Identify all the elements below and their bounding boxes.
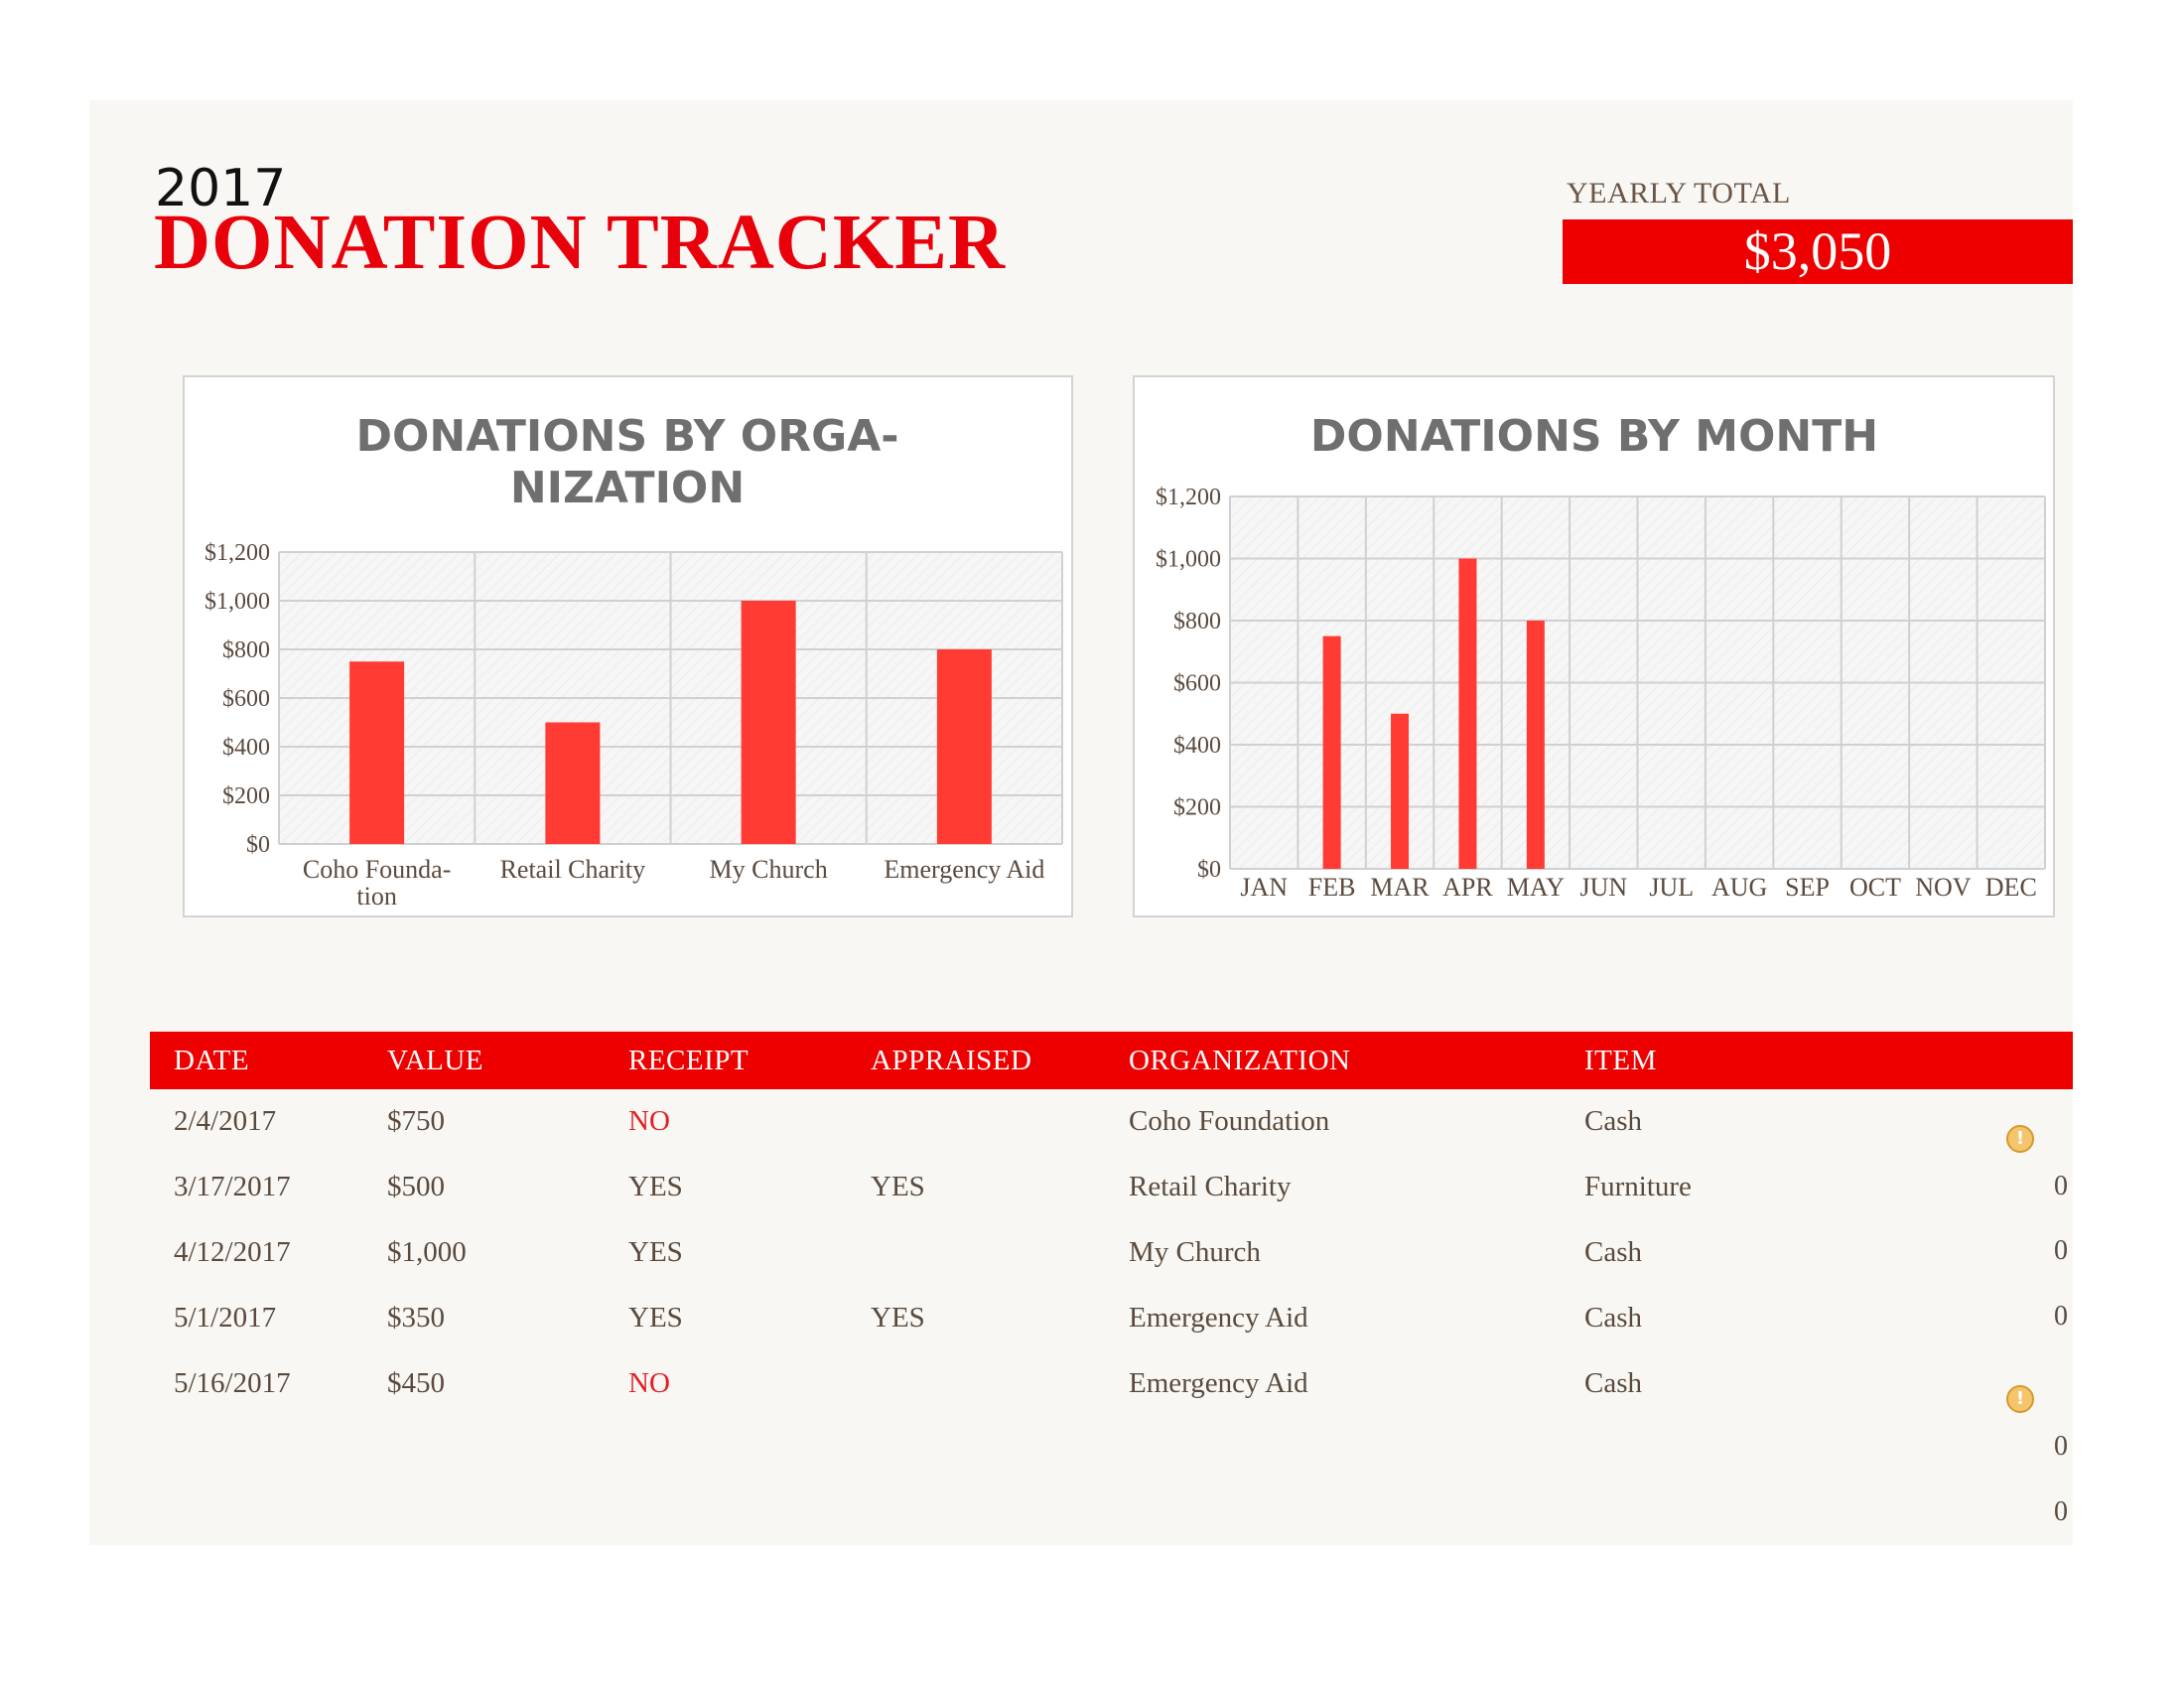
- month-bar: [1458, 558, 1477, 869]
- y-tick-label: $200: [1173, 795, 1221, 821]
- appraised-cell[interactable]: YES: [871, 1171, 925, 1202]
- x-tick-label: APR: [1442, 873, 1493, 902]
- y-tick-label: $1,200: [1156, 485, 1221, 510]
- y-tick-label: $200: [222, 783, 270, 809]
- y-tick-label: $600: [1173, 671, 1221, 697]
- yearly-total-box: $3,050: [1563, 219, 2073, 284]
- receipt-cell[interactable]: NO: [628, 1367, 670, 1399]
- y-tick-label: $1,000: [1156, 547, 1221, 573]
- x-tick-label: Retail Charity: [500, 855, 646, 884]
- y-tick-label: $800: [222, 637, 270, 663]
- x-tick-label: MAY: [1507, 873, 1566, 902]
- status-value: 0: [2054, 1171, 2068, 1201]
- appraised-cell[interactable]: YES: [871, 1302, 925, 1334]
- y-tick-label: $0: [246, 832, 270, 858]
- item-cell[interactable]: Cash: [1584, 1236, 1642, 1268]
- yearly-total-label: YEARLY TOTAL: [1567, 177, 1791, 210]
- item-cell[interactable]: Cash: [1584, 1367, 1642, 1399]
- org-bar: [741, 601, 796, 844]
- receipt-cell[interactable]: YES: [628, 1302, 683, 1334]
- x-tick-label: Emergency Aid: [884, 855, 1044, 884]
- organization-cell[interactable]: Coho Foundation: [1129, 1105, 1330, 1137]
- donations-by-organization-chart: DONATIONS BY ORGA-NIZATION $0 $200 $400 $600…: [205, 411, 1063, 911]
- organization-cell[interactable]: Retail Charity: [1129, 1171, 1292, 1202]
- y-tick-label: $1,000: [205, 589, 270, 615]
- month-bar: [1526, 621, 1545, 869]
- x-tick-label: FEB: [1308, 873, 1356, 902]
- x-tick-label: JUN: [1579, 873, 1627, 902]
- table-header: DATE VALUE RECEIPT APPRAISED ORGANIZATIO…: [150, 1032, 2073, 1089]
- y-tick-label: $400: [1173, 733, 1221, 759]
- organization-cell[interactable]: Emergency Aid: [1129, 1367, 1308, 1399]
- month-bar: [1322, 635, 1341, 869]
- item-cell[interactable]: Cash: [1584, 1105, 1642, 1137]
- chart-title: DONATIONS BY ORGA-: [355, 411, 898, 462]
- value-cell[interactable]: $350: [387, 1302, 445, 1334]
- month-chart-panel: DONATIONS BY MONTH $0 $200 $400 $600 $800 $1,0…: [1133, 375, 2055, 917]
- receipt-cell[interactable]: NO: [628, 1105, 670, 1137]
- value-cell[interactable]: $450: [387, 1367, 445, 1399]
- column-header-appraised[interactable]: APPRAISED: [871, 1045, 1032, 1076]
- x-tick-label: JUL: [1649, 873, 1694, 902]
- chart-title: DONATIONS BY MONTH: [1310, 411, 1878, 462]
- organization-cell[interactable]: My Church: [1129, 1236, 1261, 1268]
- value-cell[interactable]: $500: [387, 1171, 445, 1202]
- x-tick-label: DEC: [1985, 873, 2037, 902]
- column-header-receipt[interactable]: RECEIPT: [628, 1045, 750, 1076]
- column-header-item[interactable]: ITEM: [1584, 1045, 1657, 1076]
- receipt-cell[interactable]: YES: [628, 1236, 683, 1268]
- column-header-organization[interactable]: ORGANIZATION: [1129, 1045, 1351, 1076]
- x-tick-label: AUG: [1711, 873, 1767, 902]
- date-cell[interactable]: 5/1/2017: [174, 1302, 277, 1334]
- date-cell[interactable]: 3/17/2017: [174, 1171, 291, 1202]
- y-tick-label: $0: [1197, 857, 1221, 883]
- page-title: DONATION TRACKER: [154, 200, 1007, 286]
- x-tick-label: Coho Founda-: [303, 855, 452, 884]
- status-value: 0: [2054, 1301, 2068, 1332]
- column-header-value[interactable]: VALUE: [387, 1045, 484, 1076]
- organization-cell[interactable]: Emergency Aid: [1129, 1302, 1308, 1334]
- x-tick-label: tion: [356, 882, 396, 911]
- x-tick-label: My Church: [710, 855, 828, 884]
- org-bar: [936, 649, 992, 844]
- yearly-total-value: $3,050: [1743, 221, 1892, 281]
- org-chart-panel: DONATIONS BY ORGA- NIZATION $0 $200 $400 $600…: [183, 375, 1073, 917]
- chart-title: NIZATION: [510, 463, 745, 513]
- item-cell[interactable]: Furniture: [1584, 1171, 1692, 1202]
- year-label: 2017: [155, 159, 287, 218]
- status-value: 0: [2054, 1431, 2068, 1462]
- value-cell[interactable]: $1,000: [387, 1236, 467, 1268]
- x-tick-label: MAR: [1370, 873, 1430, 902]
- donations-by-month-chart: DONATIONS BY MONTH $0 $200 $400 $600 $800 $1,0…: [1156, 411, 2046, 902]
- date-cell[interactable]: 2/4/2017: [174, 1105, 277, 1137]
- status-value: 0: [2054, 1235, 2068, 1266]
- y-tick-label: $800: [1173, 609, 1221, 634]
- y-tick-label: $600: [222, 686, 270, 712]
- month-bar: [1391, 713, 1410, 869]
- org-bar: [545, 722, 601, 844]
- column-header-date[interactable]: DATE: [174, 1045, 250, 1076]
- x-tick-label: NOV: [1915, 873, 1972, 902]
- item-cell[interactable]: Cash: [1584, 1302, 1642, 1334]
- warning-icon: !: [2006, 1125, 2034, 1153]
- x-tick-label: OCT: [1849, 873, 1901, 902]
- receipt-cell[interactable]: YES: [628, 1171, 683, 1202]
- value-cell[interactable]: $750: [387, 1105, 445, 1137]
- x-tick-label: JAN: [1240, 873, 1288, 902]
- y-tick-label: $1,200: [205, 540, 270, 566]
- warning-icon: !: [2006, 1385, 2034, 1413]
- org-bar: [349, 661, 405, 844]
- status-value: 0: [2054, 1496, 2068, 1527]
- date-cell[interactable]: 5/16/2017: [174, 1367, 291, 1399]
- y-tick-label: $400: [222, 735, 270, 761]
- date-cell[interactable]: 4/12/2017: [174, 1236, 291, 1268]
- x-tick-label: SEP: [1785, 873, 1830, 902]
